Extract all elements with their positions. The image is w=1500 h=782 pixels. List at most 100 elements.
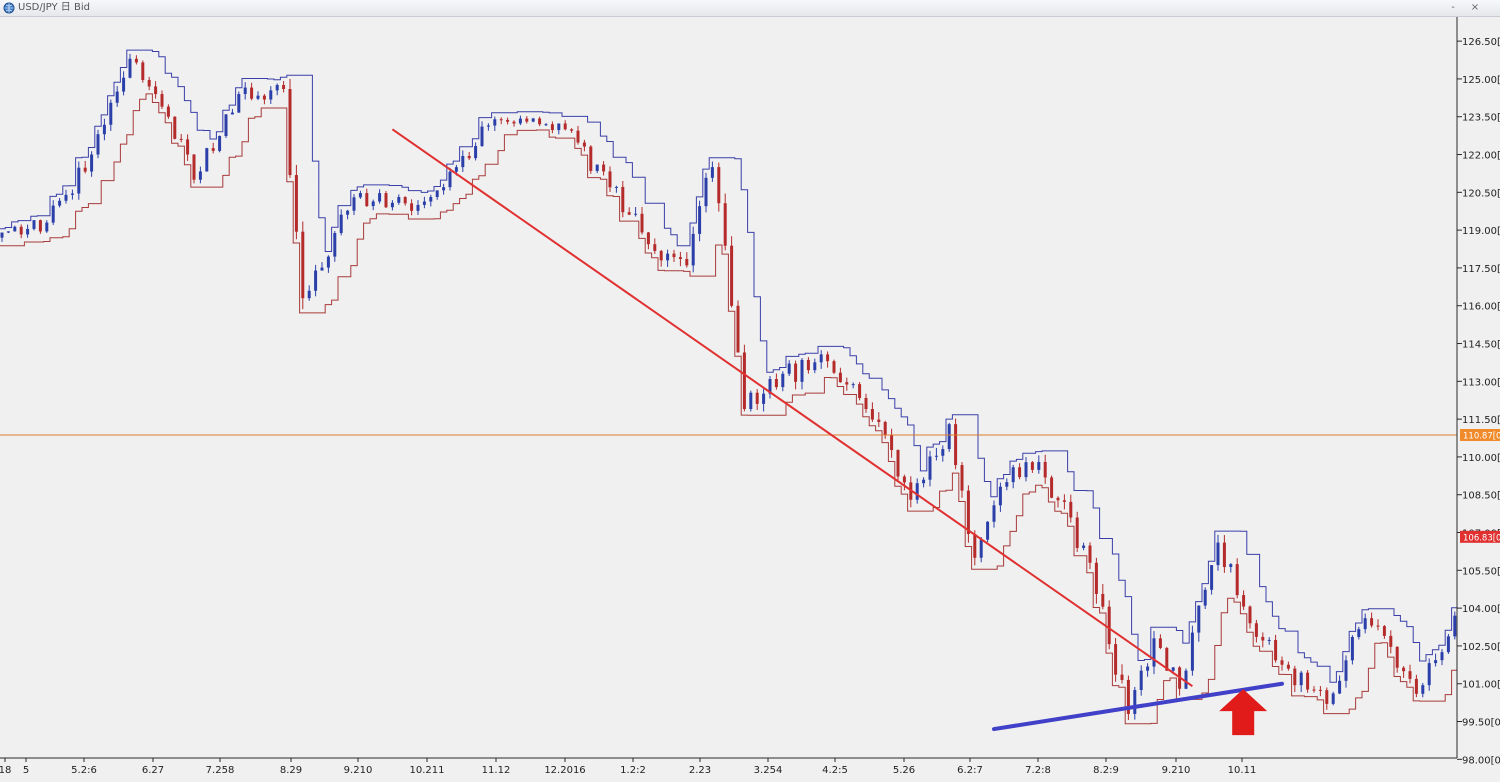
candle-body: [749, 392, 753, 410]
x-tick-label: 10.11: [1228, 765, 1257, 776]
x-tick-label: 6.27: [142, 765, 164, 776]
candle-body: [384, 193, 388, 208]
candle-body: [122, 77, 126, 92]
candle-body: [1203, 589, 1207, 606]
candle-body: [326, 256, 330, 268]
candle-body: [403, 197, 407, 204]
candle-body: [435, 190, 439, 198]
level-price-tag-bg: [1460, 530, 1500, 543]
candle-body: [19, 226, 23, 235]
candle-body: [608, 171, 612, 188]
y-tick-label: 104.00[0: [1462, 604, 1500, 615]
y-tick-label: 116.00[0: [1462, 302, 1500, 313]
candle-body: [838, 372, 842, 383]
candle-body: [0, 232, 4, 238]
candle-body: [672, 253, 676, 258]
candle-body: [1229, 564, 1233, 567]
candle-body: [422, 201, 426, 205]
x-tick-label: 1.2:2: [620, 765, 646, 776]
candle-body: [1005, 482, 1009, 487]
candle-body: [1011, 467, 1015, 483]
x-tick-label: 8.29: [280, 765, 302, 776]
candle-body: [1133, 690, 1137, 714]
candle-body: [666, 253, 670, 261]
candle-body: [1171, 667, 1175, 671]
candle-body: [595, 164, 599, 171]
candle-body: [45, 222, 49, 232]
minimize-button[interactable]: -: [1451, 2, 1455, 13]
candle-body: [26, 228, 30, 235]
candle-body: [358, 193, 362, 198]
candle-body: [288, 89, 292, 176]
x-tick-label: 7.2:8: [1025, 765, 1051, 776]
candle-body: [230, 112, 234, 115]
y-tick-label: 117.50[0: [1462, 264, 1500, 275]
candle-body: [723, 203, 727, 246]
close-button[interactable]: ×: [1470, 2, 1480, 13]
candle-body: [339, 214, 343, 234]
candle-body: [800, 359, 804, 382]
price-chart[interactable]: 126.50[0 125.00[0 123.50[0 122.00[0 120.50[0…: [0, 17, 1500, 782]
candle-body: [198, 171, 202, 180]
candle-body: [704, 177, 708, 207]
candle-body: [851, 384, 855, 386]
candle-body: [1216, 542, 1220, 566]
candle-body: [486, 125, 490, 127]
candle-body: [1254, 623, 1258, 637]
candle-body: [38, 220, 42, 232]
candle-body: [1043, 461, 1047, 478]
candle-body: [262, 95, 266, 100]
candle-body: [1101, 593, 1105, 607]
candle-body: [179, 138, 183, 140]
candle-body: [499, 119, 503, 121]
candle-body: [1146, 666, 1150, 671]
window-title: USD/JPY 日 Bid: [18, 2, 90, 13]
candle-body: [813, 362, 817, 371]
x-tick-label: 5: [23, 765, 29, 776]
candle-body: [518, 118, 522, 124]
candle-body: [570, 129, 574, 131]
candle-body: [627, 212, 631, 215]
candle-body: [646, 232, 650, 245]
candle-body: [589, 146, 593, 171]
candle-body: [282, 85, 286, 89]
candle-body: [1165, 647, 1169, 671]
y-tick-label: 125.00[0: [1462, 75, 1500, 86]
candle-body: [333, 233, 337, 257]
x-tick-label: 10.211: [410, 765, 445, 776]
x-tick-label: 9.210: [344, 765, 373, 776]
candle-body: [1344, 660, 1348, 681]
candle-body: [506, 119, 510, 122]
support-line: [992, 681, 1284, 732]
candle-body: [653, 244, 657, 251]
candle-body: [1075, 517, 1079, 548]
candle-body: [986, 521, 990, 540]
candle-body: [1050, 477, 1054, 498]
candle-body: [1286, 664, 1290, 669]
candle-body: [691, 233, 695, 266]
current-price-tag-bg: [1460, 428, 1500, 441]
candle-body: [934, 455, 938, 457]
candle-body: [429, 197, 433, 202]
candle-body: [685, 258, 689, 266]
candle-body: [211, 148, 215, 151]
x-tick-label: 11.12: [482, 765, 511, 776]
x-tick-label: 9.210: [1162, 765, 1191, 776]
candle-body: [1299, 672, 1303, 686]
candle-body: [378, 193, 382, 202]
candle-body: [474, 146, 478, 159]
candle-body: [1338, 680, 1342, 694]
candle-body: [128, 58, 132, 78]
candle-body: [1184, 670, 1188, 689]
candle-body: [390, 202, 394, 208]
candle-body: [1242, 595, 1246, 607]
candle-body: [1267, 639, 1271, 641]
candle-body: [1350, 637, 1354, 661]
candle-body: [467, 155, 471, 159]
candle-body: [1158, 638, 1162, 648]
candle-body: [1152, 638, 1156, 667]
candle-body: [493, 119, 497, 126]
candle-body: [256, 95, 260, 99]
y-tick-label: 120.50[0: [1462, 188, 1500, 199]
candle-body: [563, 123, 567, 130]
